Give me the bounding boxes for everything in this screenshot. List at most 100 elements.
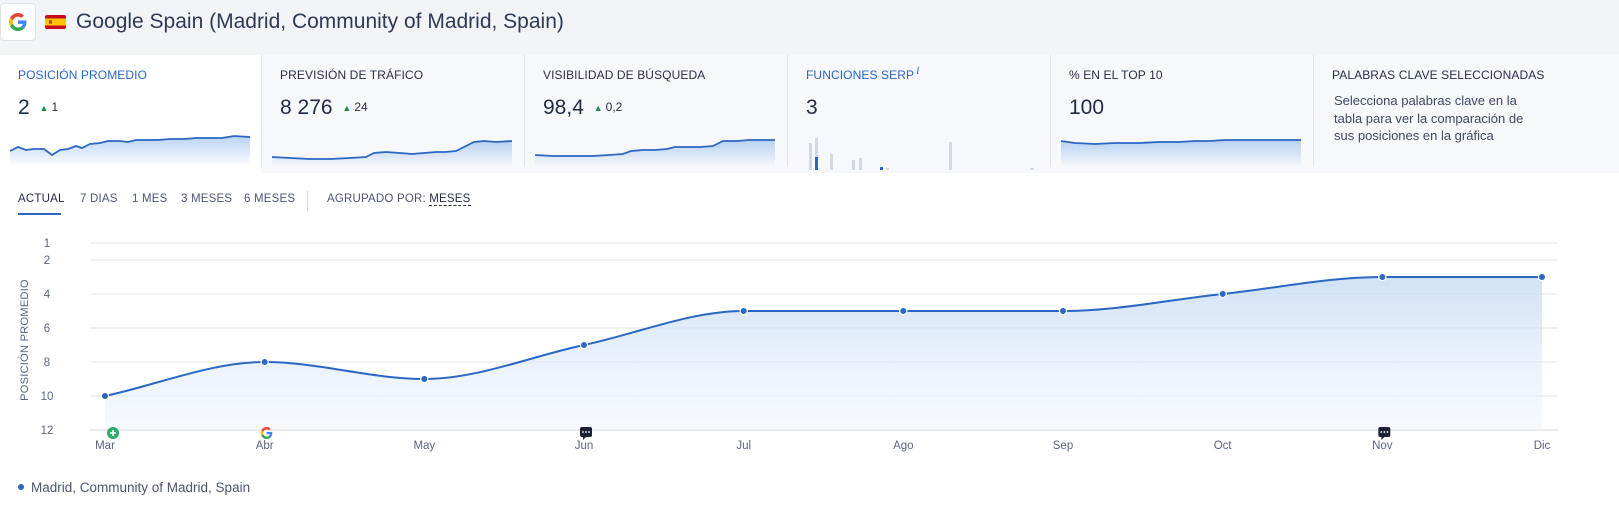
y-tick-label: 6 [44, 323, 50, 335]
series-line [104, 276, 1542, 397]
data-point[interactable] [579, 340, 589, 350]
info-icon[interactable]: i [916, 63, 920, 77]
data-point[interactable] [1058, 306, 1068, 316]
tab-actual[interactable]: ACTUAL [18, 193, 65, 205]
card-selected-keywords: PALABRAS CLAVE SELECCIONADAS Selecciona … [1314, 55, 1619, 173]
card-separator [1313, 55, 1314, 167]
value-text: 100 [1069, 96, 1105, 119]
tab-6-meses[interactable]: 6 MESES [244, 193, 296, 205]
y-tick-label: 2 [44, 255, 50, 267]
delta: ▲ 24 [342, 100, 367, 114]
data-point[interactable] [420, 374, 429, 384]
data-point[interactable] [739, 306, 748, 316]
delta-text: 1 [51, 100, 59, 114]
card-value: 8 276 ▲ 24 [280, 96, 368, 120]
header-bar: Google Spain (Madrid, Community of Madri… [0, 0, 1619, 55]
tab-7-dias[interactable]: 7 DIAS [80, 193, 118, 205]
series-area [105, 277, 1542, 430]
x-tick-label: Dic [1534, 440, 1551, 452]
tab-1-mes[interactable]: 1 MES [132, 193, 168, 205]
card-separator [787, 55, 788, 167]
card-label: % EN EL TOP 10 [1069, 68, 1163, 82]
legend-dot [18, 484, 24, 490]
value-text: 2 [18, 96, 30, 119]
label-text: FUNCIONES SERP [806, 68, 915, 82]
value-text: 98,4 [543, 96, 584, 119]
y-tick-label: 1 [44, 238, 50, 250]
value-text: 3 [806, 96, 818, 119]
delta: ▲ 0,2 [594, 100, 623, 114]
page-title: Google Spain (Madrid, Community of Madri… [76, 10, 564, 33]
serp-bars [809, 138, 1034, 170]
y-axis-title: POSICIÓN PROMEDIO [18, 279, 31, 401]
card-label: PREVISIÓN DE TRÁFICO [280, 68, 424, 82]
card-description: Selecciona palabras clave en la tabla pa… [1334, 93, 1524, 143]
card-search-visibility[interactable]: VISIBILIDAD DE BÚSQUEDA 98,4 ▲ 0,2 [525, 55, 787, 173]
tab-divider [307, 191, 308, 211]
data-point[interactable] [899, 306, 908, 316]
group-by-dropdown[interactable]: MESES [429, 193, 471, 206]
data-points [100, 272, 1547, 401]
delta: ▲ 1 [40, 100, 59, 114]
data-point[interactable] [100, 391, 110, 401]
legend[interactable]: Madrid, Community of Madrid, Spain [18, 480, 250, 495]
value-text: 8 276 [280, 96, 333, 119]
delta-text: 0,2 [605, 100, 623, 114]
google-g-icon [9, 13, 27, 31]
card-value: 3 [806, 96, 818, 120]
legend-label: Madrid, Community of Madrid, Spain [31, 480, 251, 495]
y-tick-label: 4 [44, 289, 51, 301]
sparkline [534, 139, 775, 167]
y-tick-label: 12 [41, 425, 54, 437]
data-point[interactable] [260, 357, 269, 367]
x-tick-label: Mar [95, 440, 115, 452]
metric-cards: POSICIÓN PROMEDIO 2 ▲ 1 PREVISIÓN DE TRÁF… [0, 55, 1619, 173]
card-value: 98,4 ▲ 0,2 [543, 96, 622, 120]
delta-text: 24 [354, 100, 368, 114]
card-label: PALABRAS CLAVE SELECCIONADAS [1332, 68, 1545, 82]
annotations [107, 427, 1391, 440]
sparkline [271, 140, 513, 167]
sparkline [1060, 139, 1301, 167]
up-triangle-icon: ▲ [593, 103, 603, 113]
data-point[interactable] [1218, 289, 1227, 299]
group-by-label: AGRUPADO POR: [327, 193, 426, 205]
up-triangle-icon: ▲ [39, 103, 49, 113]
x-tick-label: May [413, 440, 435, 452]
y-tick-label: 8 [44, 357, 50, 369]
card-serp-features[interactable]: FUNCIONES SERP i 3 [788, 55, 1050, 173]
group-by: AGRUPADO POR: MESES [327, 193, 471, 206]
data-point[interactable] [1378, 272, 1387, 282]
data-point[interactable] [1537, 272, 1547, 282]
google-g-icon[interactable] [260, 427, 273, 439]
comment-icon[interactable] [1378, 427, 1391, 440]
spain-flag-icon [45, 15, 66, 29]
tab-3-meses[interactable]: 3 MESES [181, 193, 233, 205]
x-axis-ticks: Mar Abr May Jun Jul Ago Sep Oct Nov Dic [95, 440, 1550, 452]
card-value: 100 [1069, 96, 1104, 120]
period-tabs: ACTUAL 7 DIAS 1 MES 3 MESES 6 MESES AGRU… [0, 185, 600, 219]
card-separator [261, 55, 262, 167]
up-triangle-icon: ▲ [342, 103, 352, 113]
card-separator [524, 55, 525, 167]
x-tick-label: Ago [893, 440, 913, 452]
card-top10[interactable]: % EN EL TOP 10 100 [1051, 55, 1313, 173]
card-separator [1050, 55, 1051, 167]
active-tab-indicator [18, 213, 61, 215]
search-engine-button[interactable] [0, 3, 36, 41]
card-label: FUNCIONES SERP i [806, 63, 920, 83]
x-tick-label: Jul [736, 440, 751, 452]
card-value: 2 ▲ 1 [18, 96, 58, 120]
card-traffic-forecast[interactable]: PREVISIÓN DE TRÁFICO 8 276 ▲ 24 [262, 55, 524, 173]
x-tick-label: Oct [1214, 440, 1233, 452]
x-tick-label: Jun [575, 440, 594, 452]
sparkline [9, 135, 251, 167]
card-average-position[interactable]: POSICIÓN PROMEDIO 2 ▲ 1 [0, 55, 261, 173]
comment-icon[interactable] [580, 427, 592, 440]
x-tick-label: Sep [1053, 440, 1073, 452]
card-label: POSICIÓN PROMEDIO [18, 68, 148, 82]
x-tick-label: Nov [1372, 440, 1393, 452]
plus-circle-icon[interactable] [107, 427, 119, 439]
